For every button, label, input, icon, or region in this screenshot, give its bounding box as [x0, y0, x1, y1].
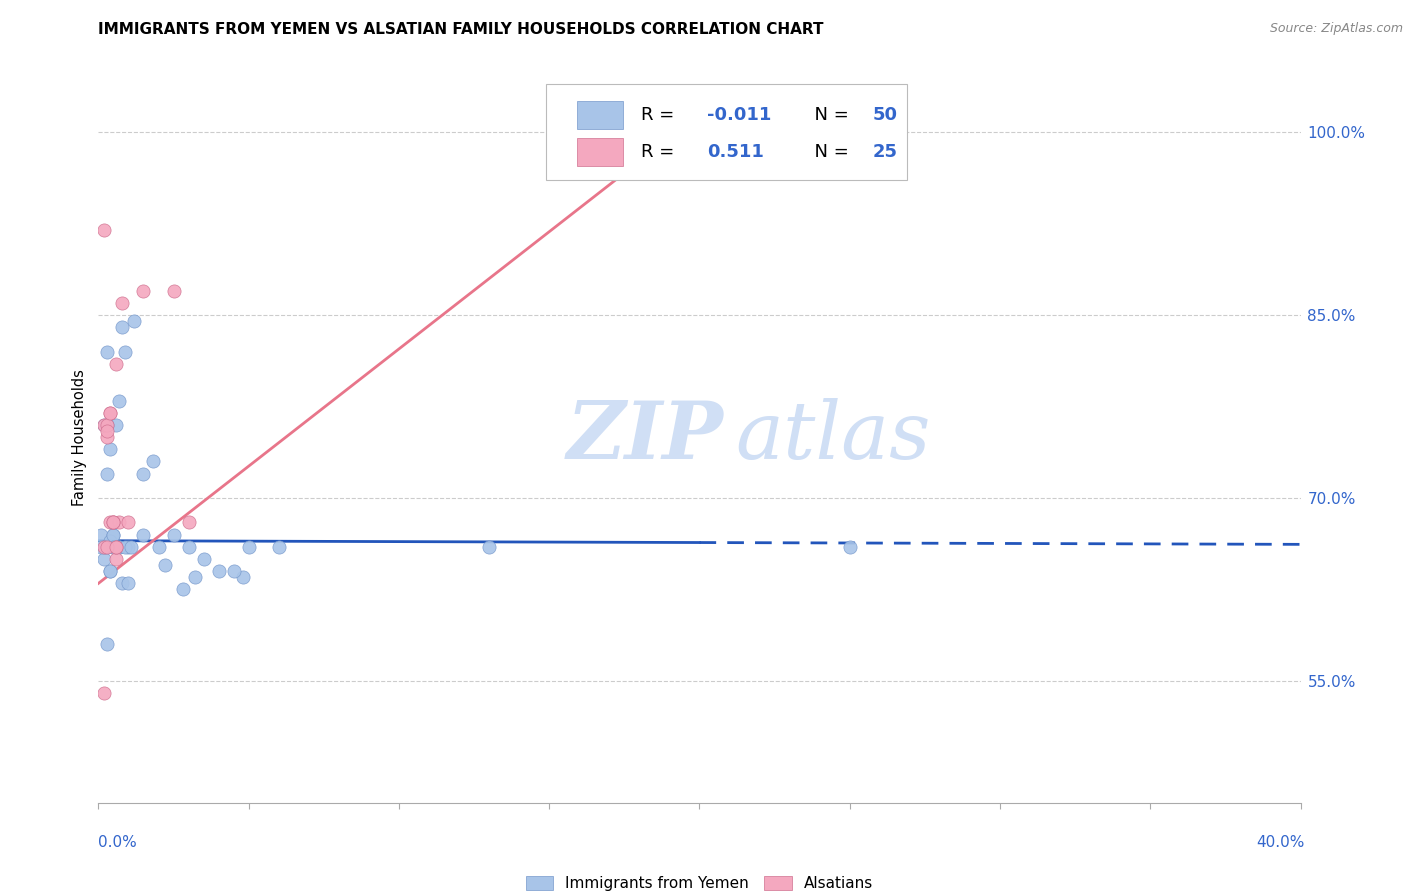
Text: 0.511: 0.511	[707, 143, 763, 161]
Point	[90, 540, 112, 554]
Point	[117, 576, 139, 591]
Point	[132, 527, 155, 541]
Point	[103, 540, 125, 554]
Point	[103, 516, 125, 530]
Point	[105, 540, 128, 554]
Point	[177, 516, 200, 530]
Point	[100, 533, 122, 548]
Point	[114, 540, 136, 554]
Point	[100, 442, 122, 457]
Point	[153, 558, 176, 573]
Point	[96, 344, 118, 359]
Point	[96, 430, 118, 444]
Point	[172, 582, 194, 597]
Text: 25: 25	[873, 143, 897, 161]
Point	[105, 540, 128, 554]
Point	[105, 540, 128, 554]
Text: -0.011: -0.011	[707, 106, 770, 124]
Point	[105, 417, 128, 432]
Point	[162, 527, 184, 541]
Point	[117, 540, 139, 554]
Point	[108, 516, 131, 530]
Point	[193, 552, 215, 566]
Point	[103, 527, 125, 541]
Point	[96, 417, 118, 432]
Point	[93, 552, 115, 566]
Point	[100, 406, 122, 420]
Text: 0.0%: 0.0%	[98, 836, 138, 850]
Point	[103, 516, 125, 530]
Text: N =: N =	[803, 106, 855, 124]
Point	[96, 540, 118, 554]
Point	[628, 137, 651, 152]
Point	[132, 284, 155, 298]
Point	[111, 320, 134, 334]
Point	[177, 540, 200, 554]
Point	[100, 564, 122, 578]
Point	[208, 564, 231, 578]
FancyBboxPatch shape	[546, 84, 907, 179]
Point	[108, 393, 131, 408]
Text: R =: R =	[641, 143, 679, 161]
Point	[478, 540, 501, 554]
Point	[238, 540, 260, 554]
Text: 40.0%: 40.0%	[1257, 836, 1305, 850]
Point	[90, 527, 112, 541]
Point	[100, 406, 122, 420]
Point	[103, 516, 125, 530]
Legend: Immigrants from Yemen, Alsatians: Immigrants from Yemen, Alsatians	[519, 871, 880, 892]
Point	[111, 576, 134, 591]
Point	[132, 467, 155, 481]
Bar	[576, 102, 623, 129]
Point	[121, 540, 143, 554]
Point	[267, 540, 290, 554]
Point	[96, 540, 118, 554]
Bar	[576, 138, 623, 166]
Point	[93, 540, 115, 554]
Text: atlas: atlas	[735, 399, 931, 475]
Y-axis label: Family Households: Family Households	[72, 368, 87, 506]
Point	[114, 344, 136, 359]
Point	[117, 516, 139, 530]
Point	[111, 296, 134, 310]
Point	[93, 223, 115, 237]
Point	[105, 552, 128, 566]
Point	[148, 540, 170, 554]
Point	[100, 516, 122, 530]
Text: 50: 50	[873, 106, 897, 124]
Point	[183, 570, 205, 584]
Point	[96, 424, 118, 438]
Text: ZIP: ZIP	[567, 399, 724, 475]
Text: Source: ZipAtlas.com: Source: ZipAtlas.com	[1270, 22, 1403, 36]
Point	[232, 570, 254, 584]
Point	[93, 540, 115, 554]
Point	[124, 314, 146, 328]
Point	[838, 540, 860, 554]
Point	[108, 540, 131, 554]
Text: R =: R =	[641, 106, 679, 124]
Text: IMMIGRANTS FROM YEMEN VS ALSATIAN FAMILY HOUSEHOLDS CORRELATION CHART: IMMIGRANTS FROM YEMEN VS ALSATIAN FAMILY…	[98, 22, 824, 37]
Point	[96, 467, 118, 481]
Point	[93, 686, 115, 700]
Point	[222, 564, 245, 578]
Point	[105, 357, 128, 371]
Point	[93, 540, 115, 554]
Point	[103, 527, 125, 541]
Point	[96, 417, 118, 432]
Point	[100, 564, 122, 578]
Point	[105, 540, 128, 554]
Point	[108, 540, 131, 554]
Point	[93, 417, 115, 432]
Point	[96, 637, 118, 651]
Text: N =: N =	[803, 143, 855, 161]
Point	[103, 540, 125, 554]
Point	[162, 284, 184, 298]
Point	[141, 454, 163, 468]
Point	[93, 417, 115, 432]
